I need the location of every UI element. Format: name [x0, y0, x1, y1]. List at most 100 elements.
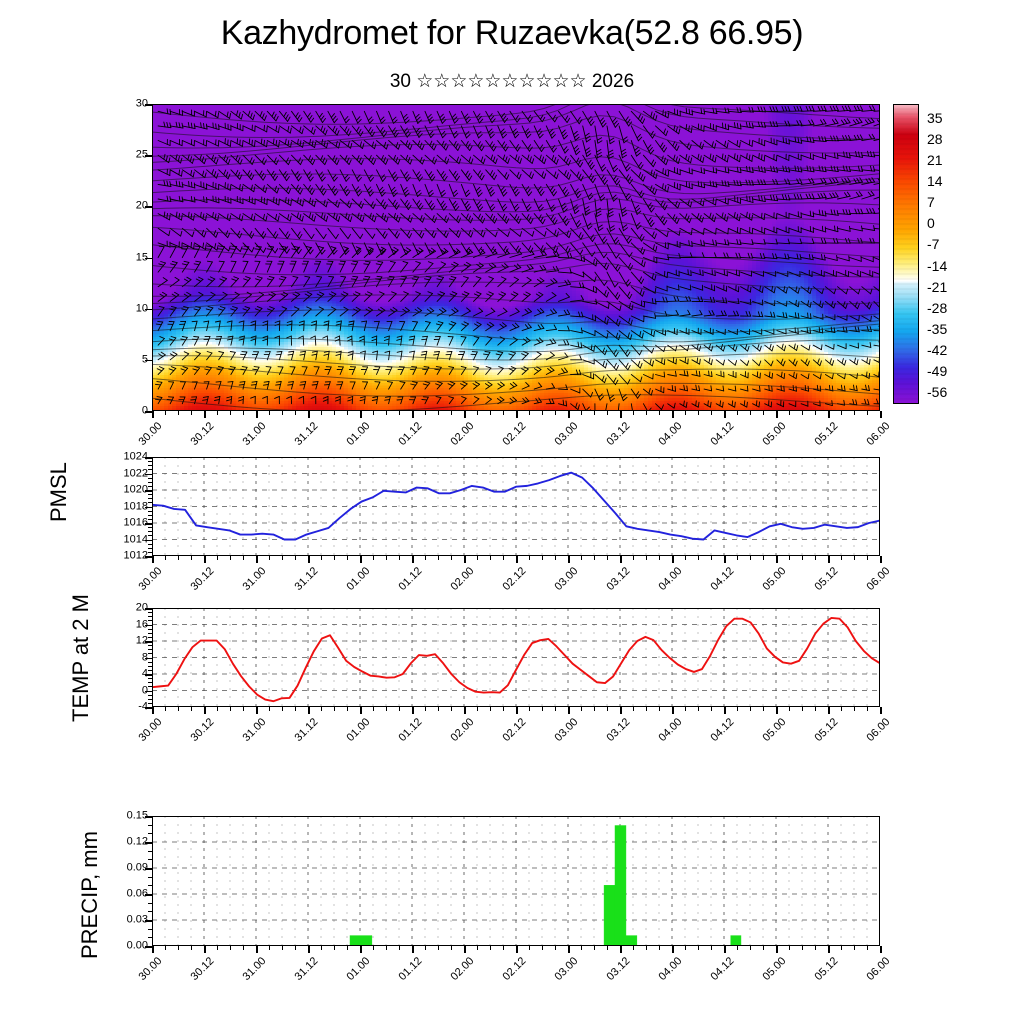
x-axis-label: 30.12	[189, 716, 217, 744]
x-axis-minor-tick	[451, 556, 452, 560]
colorbar-tick-label: 0	[927, 216, 935, 230]
x-axis-minor-tick	[802, 411, 803, 415]
y-axis-label: 0.15	[100, 810, 148, 822]
x-axis-minor-tick	[243, 707, 244, 711]
x-axis-minor-tick	[815, 946, 816, 950]
x-axis-label: 01.12	[397, 955, 425, 983]
y-axis-label: -4	[100, 701, 148, 713]
x-axis-minor-tick	[438, 556, 439, 560]
x-axis-tick	[204, 707, 206, 714]
x-axis-label: 01.00	[345, 565, 373, 593]
x-axis-minor-tick	[841, 556, 842, 560]
y-axis-tick	[145, 868, 152, 870]
x-axis-minor-tick	[841, 411, 842, 415]
pmsl-panel	[152, 457, 880, 556]
x-axis-label: 02.00	[449, 955, 477, 983]
x-axis-minor-tick	[217, 707, 218, 711]
x-axis-label: 31.12	[293, 565, 321, 593]
y-axis-label: 0	[100, 405, 148, 417]
x-axis-minor-tick	[659, 946, 660, 950]
x-axis-label: 06.00	[865, 955, 893, 983]
x-axis-minor-tick	[477, 707, 478, 711]
y-axis-tick	[145, 556, 152, 558]
temp-panel	[152, 608, 880, 707]
y-axis-minor-tick	[148, 485, 152, 487]
x-axis-minor-tick	[217, 946, 218, 950]
x-axis-minor-tick	[373, 411, 374, 415]
x-axis-tick	[724, 411, 726, 418]
x-axis-minor-tick	[399, 411, 400, 415]
y-axis-label: 15	[100, 252, 148, 263]
precip-panel	[152, 816, 880, 946]
x-axis-minor-tick	[711, 556, 712, 560]
y-axis-label: 20	[100, 602, 148, 614]
x-axis-label: 03.12	[605, 716, 633, 744]
x-axis-minor-tick	[646, 946, 647, 950]
x-axis-label: 30.12	[189, 420, 217, 448]
x-axis-tick	[152, 556, 154, 563]
x-axis-minor-tick	[867, 707, 868, 711]
y-axis-minor-tick	[148, 885, 152, 887]
x-axis-minor-tick	[334, 556, 335, 560]
x-axis-label: 31.12	[293, 955, 321, 983]
x-axis-minor-tick	[243, 411, 244, 415]
x-axis-minor-tick	[750, 946, 751, 950]
x-axis-minor-tick	[607, 946, 608, 950]
pmsl-axis-title: PMSL	[46, 442, 71, 522]
x-axis-label: 03.00	[553, 565, 581, 593]
x-axis-minor-tick	[750, 707, 751, 711]
x-axis-minor-tick	[633, 946, 634, 950]
x-axis-tick	[412, 411, 414, 418]
x-axis-label: 05.12	[813, 420, 841, 448]
cross-section-panel	[152, 104, 880, 411]
y-axis-minor-tick	[148, 686, 152, 688]
x-axis-minor-tick	[386, 946, 387, 950]
x-axis-minor-tick	[165, 411, 166, 415]
x-axis-label: 03.12	[605, 955, 633, 983]
x-axis-minor-tick	[542, 556, 543, 560]
x-axis-minor-tick	[659, 556, 660, 560]
x-axis-label: 01.12	[397, 420, 425, 448]
x-axis-minor-tick	[698, 707, 699, 711]
x-axis-minor-tick	[685, 707, 686, 711]
y-axis-label: 12	[100, 635, 148, 647]
x-axis-minor-tick	[854, 707, 855, 711]
page-title: Kazhydromet for Ruzaevka(52.8 66.95)	[0, 14, 1024, 53]
y-axis-minor-tick	[148, 669, 152, 671]
x-axis-label: 30.12	[189, 955, 217, 983]
x-axis-label: 02.12	[501, 716, 529, 744]
x-axis-minor-tick	[815, 707, 816, 711]
x-axis-minor-tick	[633, 556, 634, 560]
y-axis-minor-tick	[148, 902, 152, 904]
x-axis-minor-tick	[230, 556, 231, 560]
x-axis-tick	[620, 411, 622, 418]
x-axis-label: 02.12	[501, 955, 529, 983]
x-axis-minor-tick	[581, 707, 582, 711]
x-axis-minor-tick	[451, 707, 452, 711]
x-axis-tick	[464, 707, 466, 714]
y-axis-minor-tick	[148, 481, 152, 483]
colorbar	[893, 104, 919, 404]
x-axis-minor-tick	[425, 707, 426, 711]
x-axis-minor-tick	[867, 946, 868, 950]
y-axis-tick	[145, 624, 152, 626]
x-axis-minor-tick	[503, 946, 504, 950]
y-axis-minor-tick	[148, 527, 152, 529]
colorbar-tick-label: 7	[927, 195, 935, 209]
x-axis-minor-tick	[347, 707, 348, 711]
y-axis-tick	[145, 674, 152, 676]
x-axis-tick	[464, 411, 466, 418]
x-axis-minor-tick	[711, 707, 712, 711]
x-axis-tick	[360, 707, 362, 714]
y-axis-minor-tick	[148, 612, 152, 614]
x-axis-minor-tick	[386, 707, 387, 711]
x-axis-minor-tick	[230, 946, 231, 950]
x-axis-tick	[880, 946, 882, 953]
x-axis-label: 04.12	[709, 955, 737, 983]
y-axis-label: 10	[100, 303, 148, 314]
x-axis-minor-tick	[347, 411, 348, 415]
y-axis-label: 1022	[100, 468, 148, 479]
x-axis-tick	[360, 556, 362, 563]
x-axis-label: 04.00	[657, 955, 685, 983]
y-axis-minor-tick	[148, 694, 152, 696]
